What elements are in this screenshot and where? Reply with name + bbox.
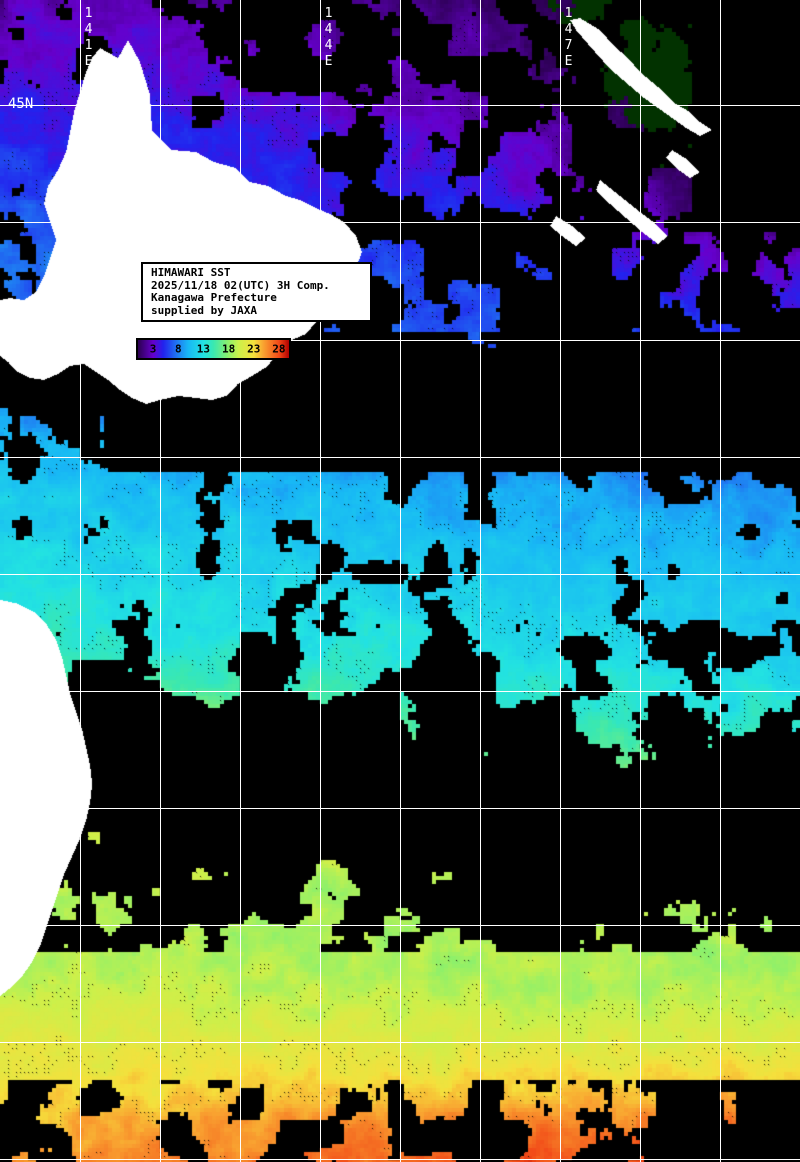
colorbar: 3 8 13 18 23 28 <box>136 338 291 360</box>
info-line-datetime: 2025/11/18 02(UTC) 3H Comp. <box>151 278 330 292</box>
colorbar-tick-13: 13 <box>196 342 211 356</box>
lon-label-141e: 141E <box>81 6 96 70</box>
colorbar-tick-18: 18 <box>221 342 236 356</box>
colorbar-gradient <box>138 340 289 358</box>
lon-label-144e: 144E <box>321 6 336 70</box>
info-line-title: HIMAWARI SST <box>151 266 231 279</box>
contour-label: 18 <box>296 790 307 800</box>
lat-label-45n: 45N <box>8 96 34 112</box>
info-line-source: supplied by JAXA <box>151 303 257 317</box>
colorbar-tick-3: 3 <box>149 342 157 356</box>
info-line-provider: Kanagawa Prefecture <box>151 291 277 305</box>
colorbar-tick-labels: 3 8 13 18 23 28 <box>138 340 289 358</box>
colorbar-tick-23: 23 <box>247 342 261 356</box>
colorbar-tick-8: 8 <box>174 342 182 356</box>
colorbar-tick-28: 28 <box>272 342 286 356</box>
contour-label: 16 <box>296 780 307 790</box>
info-legend-box: HIMAWARI SST 2025/11/18 02(UTC) 3H Comp.… <box>141 262 372 322</box>
lon-label-147e: 147E <box>561 6 576 70</box>
